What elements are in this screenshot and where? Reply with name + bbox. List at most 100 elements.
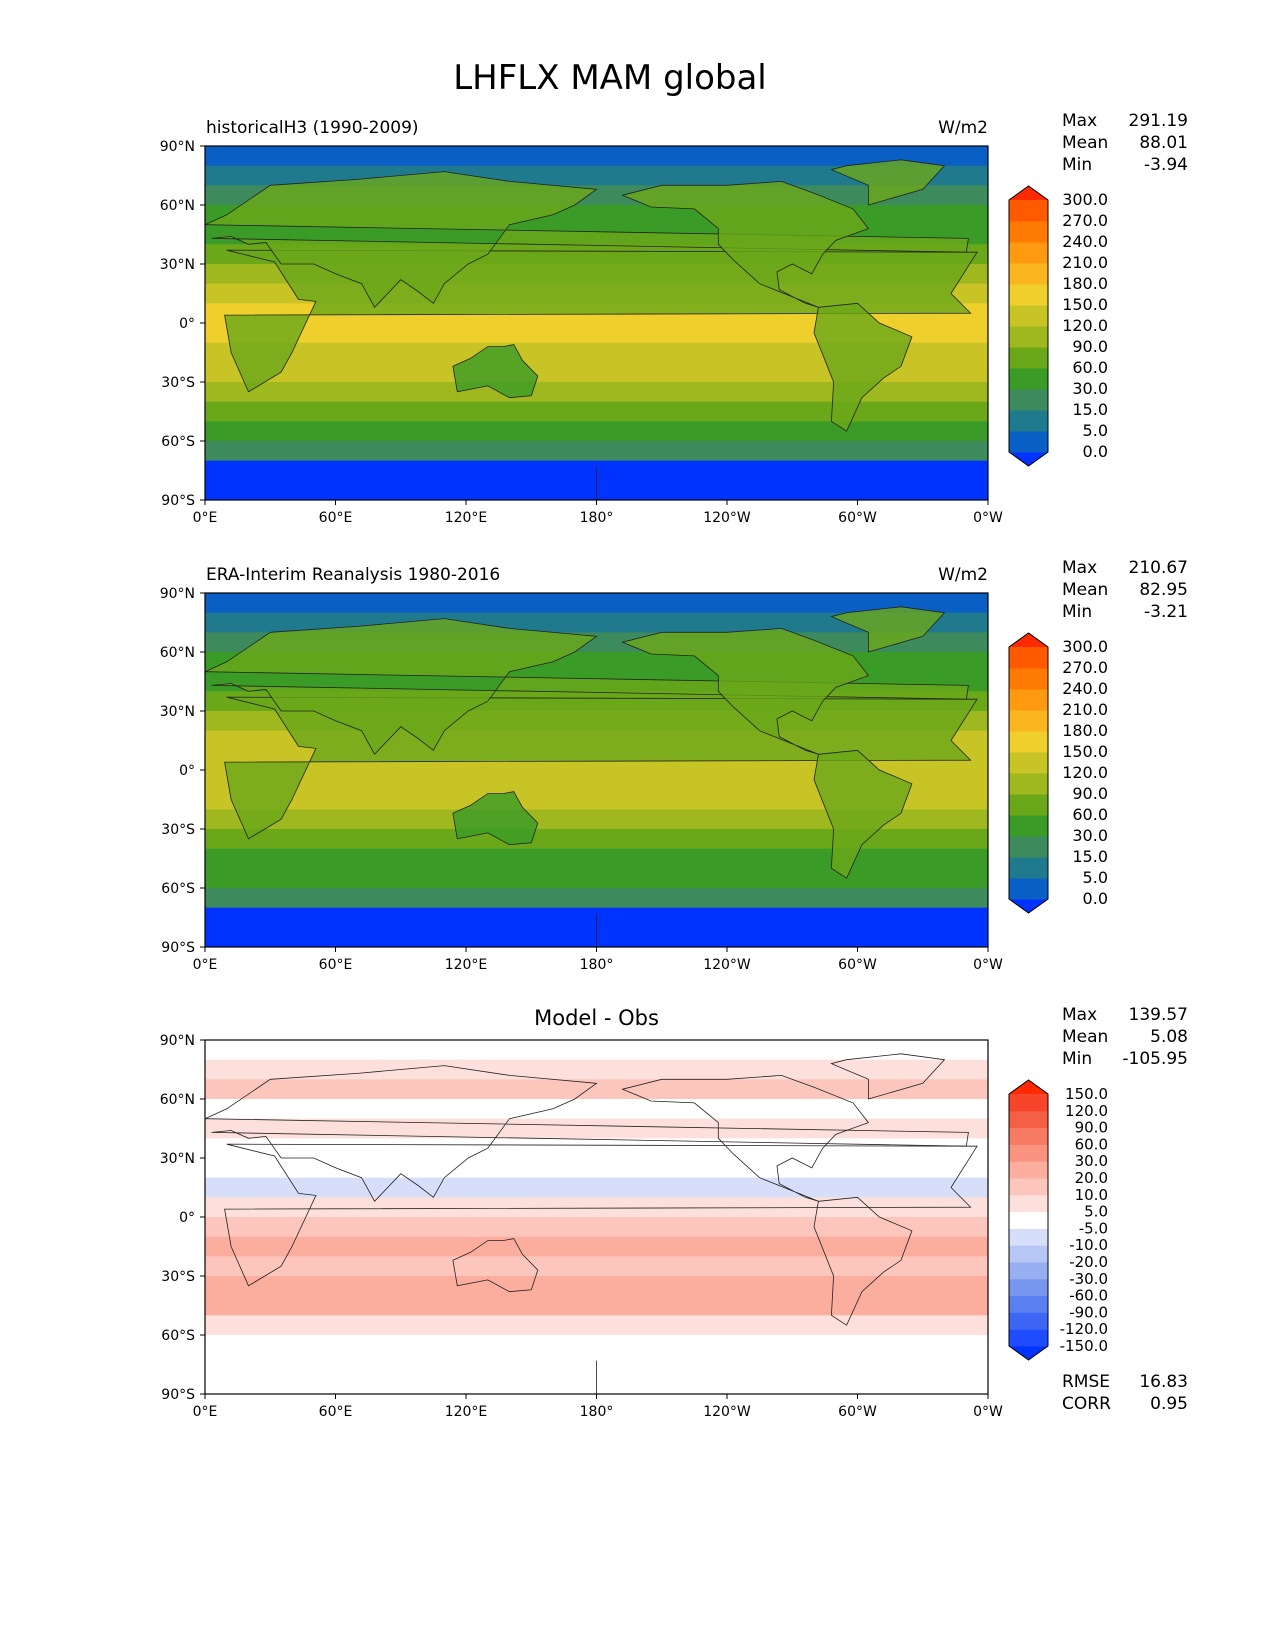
x-tick-label: 0°W bbox=[973, 510, 1003, 526]
colorbar-label: 240.0 bbox=[1062, 232, 1108, 251]
colorbar-segment bbox=[1009, 368, 1048, 390]
y-tick-label: 30°S bbox=[161, 1269, 195, 1285]
y-tick-label: 60°S bbox=[161, 881, 195, 897]
colorbar-label: 0.0 bbox=[1083, 442, 1108, 461]
figure-title: LHFLX MAM global bbox=[453, 58, 767, 98]
coastline bbox=[830, 606, 946, 653]
x-tick-label: 0°E bbox=[193, 510, 218, 526]
colorbar-segment bbox=[1009, 752, 1048, 774]
colorbar-segment bbox=[1009, 1312, 1048, 1330]
y-tick-label: 0° bbox=[179, 316, 195, 332]
field-band bbox=[205, 809, 988, 830]
stat-label: Mean bbox=[1062, 1027, 1109, 1047]
field-band bbox=[205, 1236, 988, 1257]
field-band bbox=[205, 770, 988, 791]
colorbar-label: 210.0 bbox=[1062, 700, 1108, 719]
field-band bbox=[205, 868, 988, 889]
x-tick-label: 120°W bbox=[703, 510, 751, 526]
colorbar-label: -20.0 bbox=[1069, 1253, 1108, 1271]
colorbar-label: -90.0 bbox=[1069, 1303, 1108, 1321]
units-label: W/m2 bbox=[938, 118, 988, 138]
colorbar-segment bbox=[1009, 326, 1048, 348]
colorbar-segment bbox=[1009, 773, 1048, 795]
field-band bbox=[205, 1118, 988, 1139]
colorbar-segment bbox=[1009, 431, 1048, 453]
colorbar-label: 300.0 bbox=[1062, 190, 1108, 209]
stat-row: Mean 88.01 bbox=[1062, 132, 1188, 154]
stat-label: Mean bbox=[1062, 133, 1109, 153]
colorbar-segment bbox=[1009, 1178, 1048, 1196]
field-band bbox=[205, 829, 988, 850]
colorbar-label: -10.0 bbox=[1069, 1236, 1108, 1254]
stat-row: Max 139.57 bbox=[1062, 1004, 1188, 1026]
colorbar-label: 15.0 bbox=[1072, 847, 1108, 866]
colorbar-segment bbox=[1009, 410, 1048, 432]
colorbar-label: 15.0 bbox=[1072, 400, 1108, 419]
colorbar-label: 30.0 bbox=[1072, 826, 1108, 845]
map-panel-1: 0°E 60°E 120°E 180° 120°W 60°W 0°W 90°N 60°N 30°N… bbox=[160, 139, 1108, 526]
stat-label: Max bbox=[1062, 1005, 1098, 1025]
coastline bbox=[621, 1074, 870, 1202]
y-tick-label: 60°S bbox=[161, 1328, 195, 1344]
colorbar-label: 240.0 bbox=[1062, 679, 1108, 698]
colorbar-label: 90.0 bbox=[1072, 337, 1108, 356]
field-band bbox=[205, 1315, 988, 1336]
coastline bbox=[452, 791, 539, 846]
field-band bbox=[205, 888, 988, 909]
coastline bbox=[813, 302, 913, 432]
field-band bbox=[205, 1217, 988, 1238]
field-band bbox=[205, 1079, 988, 1100]
colorbar-segment bbox=[1009, 221, 1048, 243]
field-band bbox=[205, 1099, 988, 1120]
field-band bbox=[205, 323, 988, 344]
colorbar-segment bbox=[1009, 731, 1048, 753]
colorbar-label: 270.0 bbox=[1062, 211, 1108, 230]
field-band bbox=[205, 1040, 988, 1061]
colorbar-segment bbox=[1009, 1329, 1048, 1347]
panel-title: historicalH3 (1990-2009) bbox=[206, 118, 419, 138]
colorbar-label: 10.0 bbox=[1075, 1186, 1108, 1204]
x-tick-label: 120°E bbox=[445, 957, 488, 973]
stats-box: Max 139.57 Mean 5.08 Min -105.95 bbox=[1062, 1004, 1188, 1070]
coastline bbox=[621, 180, 870, 308]
error-stats-box: RMSE 16.83 CORR 0.95 bbox=[1062, 1371, 1188, 1415]
stat-value: -3.21 bbox=[1144, 602, 1188, 622]
field-band bbox=[205, 362, 988, 383]
colorbar-label: 0.0 bbox=[1083, 889, 1108, 908]
field-band bbox=[205, 342, 988, 363]
colorbar-label: 30.0 bbox=[1075, 1152, 1108, 1170]
colorbar-segment bbox=[1009, 1161, 1048, 1179]
field-band bbox=[205, 1295, 988, 1316]
colorbar-label: 5.0 bbox=[1084, 1203, 1108, 1221]
coastline bbox=[830, 1053, 946, 1100]
x-tick-label: 60°E bbox=[319, 1404, 353, 1420]
colorbar-label: -120.0 bbox=[1060, 1320, 1108, 1338]
panel-title: Model - Obs bbox=[534, 1006, 659, 1030]
field-band bbox=[205, 1059, 988, 1080]
colorbar-label: 210.0 bbox=[1062, 253, 1108, 272]
coastline bbox=[224, 1143, 978, 1287]
x-tick-label: 120°W bbox=[703, 957, 751, 973]
stat-value: 16.83 bbox=[1139, 1372, 1188, 1392]
colorbar-segment bbox=[1009, 305, 1048, 327]
map-panel-3: 0°E 60°E 120°E 180° 120°W 60°W 0°W 90°N 60°N 30°N… bbox=[160, 1033, 1108, 1420]
map-panel-2: 0°E 60°E 120°E 180° 120°W 60°W 0°W 90°N 60°N 30°N… bbox=[160, 586, 1108, 973]
colorbar-label: 60.0 bbox=[1075, 1135, 1108, 1153]
x-tick-label: 0°W bbox=[973, 957, 1003, 973]
colorbar-label: 180.0 bbox=[1062, 721, 1108, 740]
x-tick-label: 0°E bbox=[193, 1404, 218, 1420]
stats-box: Max 210.67 Mean 82.95 Min -3.21 bbox=[1062, 557, 1188, 623]
colorbar-segment bbox=[1009, 347, 1048, 369]
colorbar-label: 120.0 bbox=[1065, 1102, 1108, 1120]
colorbar-segment bbox=[1009, 857, 1048, 879]
colorbar-label: 60.0 bbox=[1072, 358, 1108, 377]
colorbar-segment bbox=[1009, 284, 1048, 306]
colorbar-label: 5.0 bbox=[1083, 421, 1108, 440]
stat-row: Mean 5.08 bbox=[1062, 1026, 1188, 1048]
coastline bbox=[813, 1196, 913, 1326]
x-tick-label: 60°E bbox=[319, 510, 353, 526]
field-band bbox=[205, 1335, 988, 1356]
colorbar-label: 150.0 bbox=[1065, 1085, 1108, 1103]
coastline bbox=[452, 344, 539, 399]
